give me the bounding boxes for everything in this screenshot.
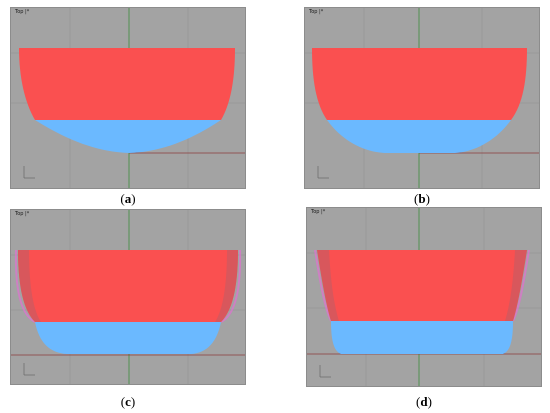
side-tint-right <box>215 250 238 322</box>
caption-b: (b) <box>414 191 430 206</box>
caption-c: (c) <box>120 394 136 409</box>
outer-edge-highlight <box>314 249 530 322</box>
view-axis-icon <box>319 365 331 378</box>
viewport-label[interactable]: Top |* <box>15 211 30 217</box>
viewport-label[interactable]: Top |* <box>309 9 324 15</box>
side-tint-right <box>505 250 527 321</box>
panel-b: Top |* (b) <box>304 7 540 210</box>
hull-section-b <box>305 8 539 188</box>
below-waterline-region <box>331 321 513 354</box>
viewport-b[interactable]: Top |* <box>304 7 540 189</box>
viewport-d[interactable]: Top |* <box>306 207 542 387</box>
side-tint-left <box>18 250 41 322</box>
viewport-a[interactable]: Top |* <box>10 7 246 189</box>
caption-d: (d) <box>416 394 432 409</box>
above-waterline-region <box>19 48 235 120</box>
viewport-label[interactable]: Top |* <box>15 9 30 15</box>
above-waterline-region <box>18 250 238 322</box>
panel-a: Top |* (a) <box>10 7 246 210</box>
side-tint-left <box>317 250 339 321</box>
panel-d: Top |* (d) <box>306 207 542 413</box>
hull-section-a <box>11 8 245 188</box>
below-waterline-region <box>35 120 221 153</box>
view-axis-icon <box>317 166 329 179</box>
above-waterline-region <box>312 48 527 120</box>
below-waterline-region <box>35 322 221 354</box>
outer-edge-highlight <box>14 249 242 323</box>
panel-c: Top |* (c) <box>10 209 246 413</box>
above-waterline-region <box>317 250 527 321</box>
hull-section-c <box>11 210 245 384</box>
view-axis-icon <box>23 166 35 179</box>
viewport-label[interactable]: Top |* <box>311 209 326 215</box>
view-axis-icon <box>23 363 35 376</box>
viewport-c[interactable]: Top |* <box>10 209 246 385</box>
below-waterline-region <box>327 120 511 153</box>
caption-a: (a) <box>120 191 136 206</box>
hull-section-d <box>307 208 541 386</box>
